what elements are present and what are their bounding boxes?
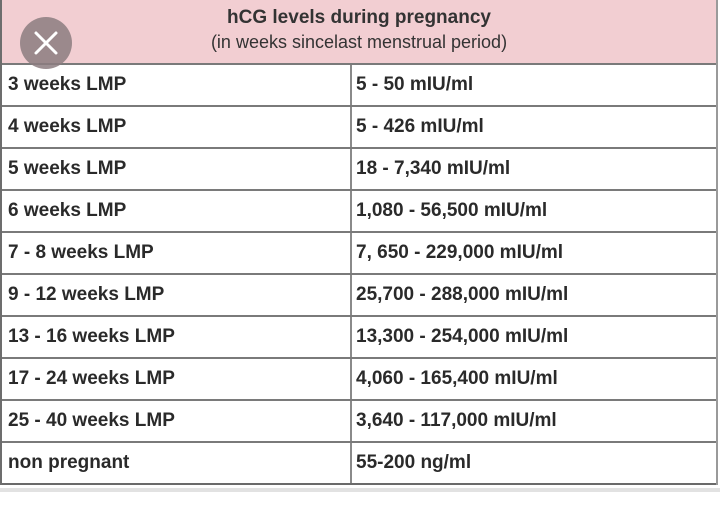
table-title: hCG levels during pregnancy xyxy=(227,7,491,28)
level-cell: 25,700 - 288,000 mIU/ml xyxy=(356,284,569,305)
weeks-cell: 17 - 24 weeks LMP xyxy=(2,359,352,399)
table-row: 7 - 8 weeks LMP 7, 650 - 229,000 mIU/ml xyxy=(2,233,716,275)
weeks-cell: 7 - 8 weeks LMP xyxy=(2,233,352,273)
level-cell: 1,080 - 56,500 mIU/ml xyxy=(356,200,548,221)
table-row: 6 weeks LMP 1,080 - 56,500 mIU/ml xyxy=(2,191,716,233)
weeks-cell: 5 weeks LMP xyxy=(2,149,352,189)
level-cell: 13,300 - 254,000 mIU/ml xyxy=(356,326,569,347)
table-row: 13 - 16 weeks LMP 13,300 - 254,000 mIU/ml xyxy=(2,317,716,359)
level-cell: 7, 650 - 229,000 mIU/ml xyxy=(356,242,564,263)
table-row: 5 weeks LMP 18 - 7,340 mIU/ml xyxy=(2,149,716,191)
weeks-cell: non pregnant xyxy=(2,443,352,483)
table-row: non pregnant 55-200 ng/ml xyxy=(2,443,716,485)
table-row: 17 - 24 weeks LMP 4,060 - 165,400 mIU/ml xyxy=(2,359,716,401)
level-cell: 18 - 7,340 mIU/ml xyxy=(356,158,511,179)
level-cell: 3,640 - 117,000 mIU/ml xyxy=(356,410,557,431)
level-cell: 5 - 50 mIU/ml xyxy=(356,74,474,95)
weeks-cell: 6 weeks LMP xyxy=(2,191,352,231)
close-icon xyxy=(34,31,58,55)
weeks-cell: 9 - 12 weeks LMP xyxy=(2,275,352,315)
close-button[interactable] xyxy=(20,17,72,69)
table-row: 25 - 40 weeks LMP 3,640 - 117,000 mIU/ml xyxy=(2,401,716,443)
table-subtitle: (in weeks sincelast menstrual period) xyxy=(210,32,508,52)
weeks-cell: 13 - 16 weeks LMP xyxy=(2,317,352,357)
weeks-cell: 4 weeks LMP xyxy=(2,107,352,147)
level-cell: 55-200 ng/ml xyxy=(356,452,472,473)
table-row: 3 weeks LMP 5 - 50 mIU/ml xyxy=(2,65,716,107)
table-row: 4 weeks LMP 5 - 426 mIU/ml xyxy=(2,107,716,149)
hcg-table: hCG levels during pregnancy (in weeks si… xyxy=(0,0,718,485)
table-header: hCG levels during pregnancy (in weeks si… xyxy=(2,0,716,65)
weeks-cell: 25 - 40 weeks LMP xyxy=(2,401,352,441)
weeks-cell: 3 weeks LMP xyxy=(2,65,352,105)
level-cell: 4,060 - 165,400 mIU/ml xyxy=(356,368,558,389)
level-cell: 5 - 426 mIU/ml xyxy=(356,116,484,137)
divider xyxy=(0,488,720,492)
table-row: 9 - 12 weeks LMP 25,700 - 288,000 mIU/ml xyxy=(2,275,716,317)
